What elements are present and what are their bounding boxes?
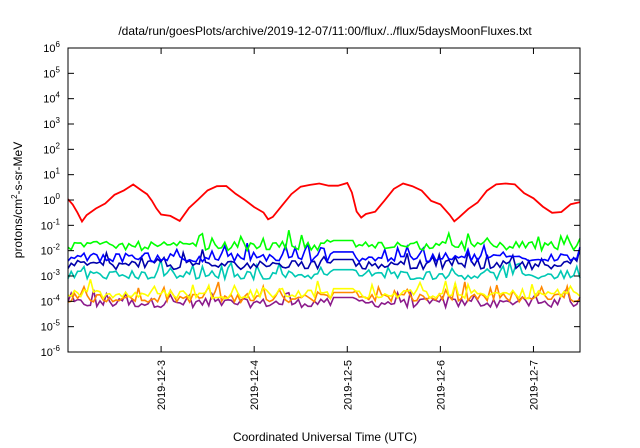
series-line [67,286,581,311]
series-line [67,259,581,282]
x-tick-label: 2019-12-5 [342,360,354,410]
x-tick-label: 2019-12-4 [249,360,261,410]
x-tick-label: 2019-12-3 [156,360,168,410]
series-line [67,230,581,253]
series-layer [67,181,581,311]
y-tick-label: 10-2 [41,243,61,258]
y-tick-label: 103 [43,116,60,131]
series-line [67,181,581,224]
y-axis-label: protons/cm2-s-sr-MeV [10,142,25,258]
series-line [67,281,581,305]
y-tick-label: 10-5 [41,319,61,334]
x-tick-label: 2019-12-7 [528,360,540,410]
x-axis: 2019-12-3 2019-12-4 2019-12-5 2019-12-6 2019… [156,48,540,410]
y-tick-label: 10-1 [41,217,61,232]
y-tick-label: 101 [43,167,60,182]
series-line [67,279,581,301]
y-tick-label: 106 [43,40,60,55]
y-tick-label: 10-6 [41,344,61,359]
y-axis: 10-6 10-5 10-4 10-3 10-2 10-1 100 101 102 103 104 1… [41,40,580,359]
y-tick-label: 104 [43,91,60,106]
y-tick-label: 100 [43,192,60,207]
y-tick-label: 10-3 [41,268,61,283]
y-tick-label: 105 [43,65,60,80]
chart-title: /data/run/goesPlots/archive/2019-12-07/1… [118,24,532,38]
series-line [67,241,581,264]
y-tick-label: 102 [43,141,60,156]
plot-frame [67,47,581,353]
x-axis-label: Coordinated Universal Time (UTC) [233,430,417,444]
x-tick-label: 2019-12-6 [435,360,447,410]
y-tick-label: 10-4 [41,293,61,308]
